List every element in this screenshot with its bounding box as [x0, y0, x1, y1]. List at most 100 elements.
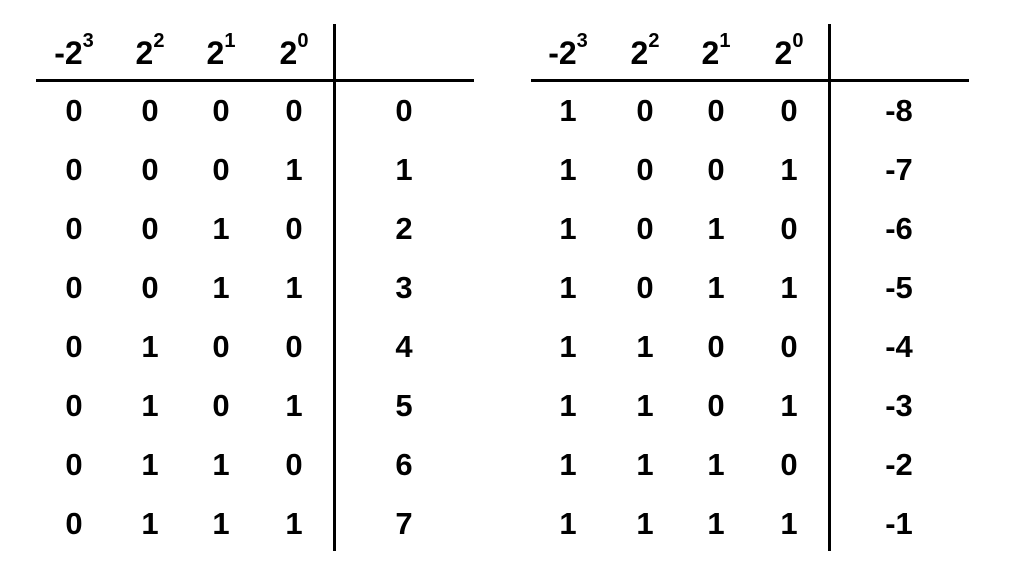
decimal-value-cell: -6 — [885, 211, 913, 246]
bit-cell: 1 — [636, 506, 654, 541]
bit-cell: 1 — [285, 270, 303, 305]
bit-cell: 0 — [636, 152, 654, 187]
decimal-value-cell: -1 — [885, 506, 913, 541]
header-base: 2 — [135, 35, 154, 71]
bit-cell: 1 — [707, 447, 725, 482]
decimal-value-cell: -8 — [885, 93, 913, 128]
header-exponent: 2 — [153, 30, 165, 52]
bit-cell: 1 — [707, 506, 725, 541]
bit-cell: 0 — [141, 270, 159, 305]
bit-cell: 0 — [65, 447, 83, 482]
header-base: 2 — [774, 35, 793, 71]
bit-cell: 0 — [65, 506, 83, 541]
bit-cell: 0 — [780, 211, 798, 246]
bit-cell: 0 — [285, 93, 303, 128]
bit-cell: 1 — [636, 388, 654, 423]
bit-cell: 0 — [707, 152, 725, 187]
column-header: 20 — [279, 31, 309, 71]
header-underline — [36, 79, 474, 82]
column-header: -23 — [54, 31, 94, 71]
header-exponent: 0 — [792, 30, 804, 52]
bit-cell: 1 — [559, 329, 577, 364]
bit-cell: 1 — [780, 152, 798, 187]
header-base: 2 — [701, 35, 720, 71]
decimal-value-cell: -3 — [885, 388, 913, 423]
bit-cell: 0 — [780, 447, 798, 482]
decimal-value-cell: 2 — [395, 211, 413, 246]
decimal-value-cell: -7 — [885, 152, 913, 187]
bit-cell: 1 — [780, 270, 798, 305]
vertical-divider — [828, 24, 831, 551]
bit-cell: 1 — [285, 506, 303, 541]
bit-cell: 1 — [559, 506, 577, 541]
bit-cell: 1 — [780, 506, 798, 541]
header-base: 2 — [279, 35, 298, 71]
bit-cell: 0 — [65, 152, 83, 187]
bit-cell: 1 — [212, 211, 230, 246]
header-exponent: 3 — [576, 30, 588, 52]
bit-cell: 1 — [559, 211, 577, 246]
decimal-value-cell: 5 — [395, 388, 413, 423]
bit-cell: 0 — [65, 329, 83, 364]
decimal-value-cell: 4 — [395, 329, 413, 364]
bit-cell: 0 — [141, 152, 159, 187]
column-header: -23 — [548, 31, 588, 71]
bit-cell: 0 — [212, 152, 230, 187]
bit-cell: 1 — [559, 93, 577, 128]
bit-cell: 1 — [636, 329, 654, 364]
header-exponent: 1 — [224, 30, 236, 52]
bit-cell: 1 — [780, 388, 798, 423]
bit-cell: 0 — [707, 93, 725, 128]
bit-cell: 0 — [65, 93, 83, 128]
column-header: 21 — [206, 31, 236, 71]
bit-cell: 0 — [212, 93, 230, 128]
bit-cell: 0 — [780, 93, 798, 128]
bit-cell: 1 — [559, 152, 577, 187]
header-exponent: 2 — [648, 30, 660, 52]
bit-cell: 1 — [636, 447, 654, 482]
bit-cell: 1 — [559, 447, 577, 482]
decimal-value-cell: -5 — [885, 270, 913, 305]
bit-cell: 0 — [636, 270, 654, 305]
bit-cell: 1 — [212, 447, 230, 482]
bit-cell: 0 — [707, 388, 725, 423]
column-header: 20 — [774, 31, 804, 71]
bit-cell: 1 — [559, 270, 577, 305]
column-header: 22 — [135, 31, 165, 71]
bit-cell: 0 — [636, 93, 654, 128]
header-base: -2 — [54, 35, 83, 71]
header-base: 2 — [630, 35, 649, 71]
decimal-value-cell: -2 — [885, 447, 913, 482]
bit-cell: 0 — [65, 270, 83, 305]
header-exponent: 3 — [82, 30, 94, 52]
bit-cell: 1 — [141, 447, 159, 482]
bit-cell: 1 — [212, 270, 230, 305]
header-underline — [531, 79, 969, 82]
decimal-value-cell: 7 — [395, 506, 413, 541]
bit-cell: 1 — [212, 506, 230, 541]
bit-cell: 1 — [141, 329, 159, 364]
bit-cell: 0 — [141, 211, 159, 246]
bit-cell: 1 — [141, 506, 159, 541]
decimal-value-cell: 6 — [395, 447, 413, 482]
bit-cell: 0 — [141, 93, 159, 128]
bit-cell: 1 — [141, 388, 159, 423]
bit-cell: 0 — [636, 211, 654, 246]
header-exponent: 1 — [719, 30, 731, 52]
bit-cell: 0 — [285, 211, 303, 246]
decimal-value-cell: -4 — [885, 329, 913, 364]
bit-cell: 0 — [65, 211, 83, 246]
vertical-divider — [333, 24, 336, 551]
bit-cell: 0 — [65, 388, 83, 423]
header-exponent: 0 — [297, 30, 309, 52]
bit-cell: 0 — [285, 447, 303, 482]
bit-cell: 1 — [285, 388, 303, 423]
decimal-value-cell: 3 — [395, 270, 413, 305]
bit-cell: 0 — [212, 329, 230, 364]
bit-cell: 0 — [285, 329, 303, 364]
header-base: -2 — [548, 35, 577, 71]
header-base: 2 — [206, 35, 225, 71]
bit-cell: 0 — [212, 388, 230, 423]
column-header: 21 — [701, 31, 731, 71]
bit-cell: 1 — [707, 211, 725, 246]
